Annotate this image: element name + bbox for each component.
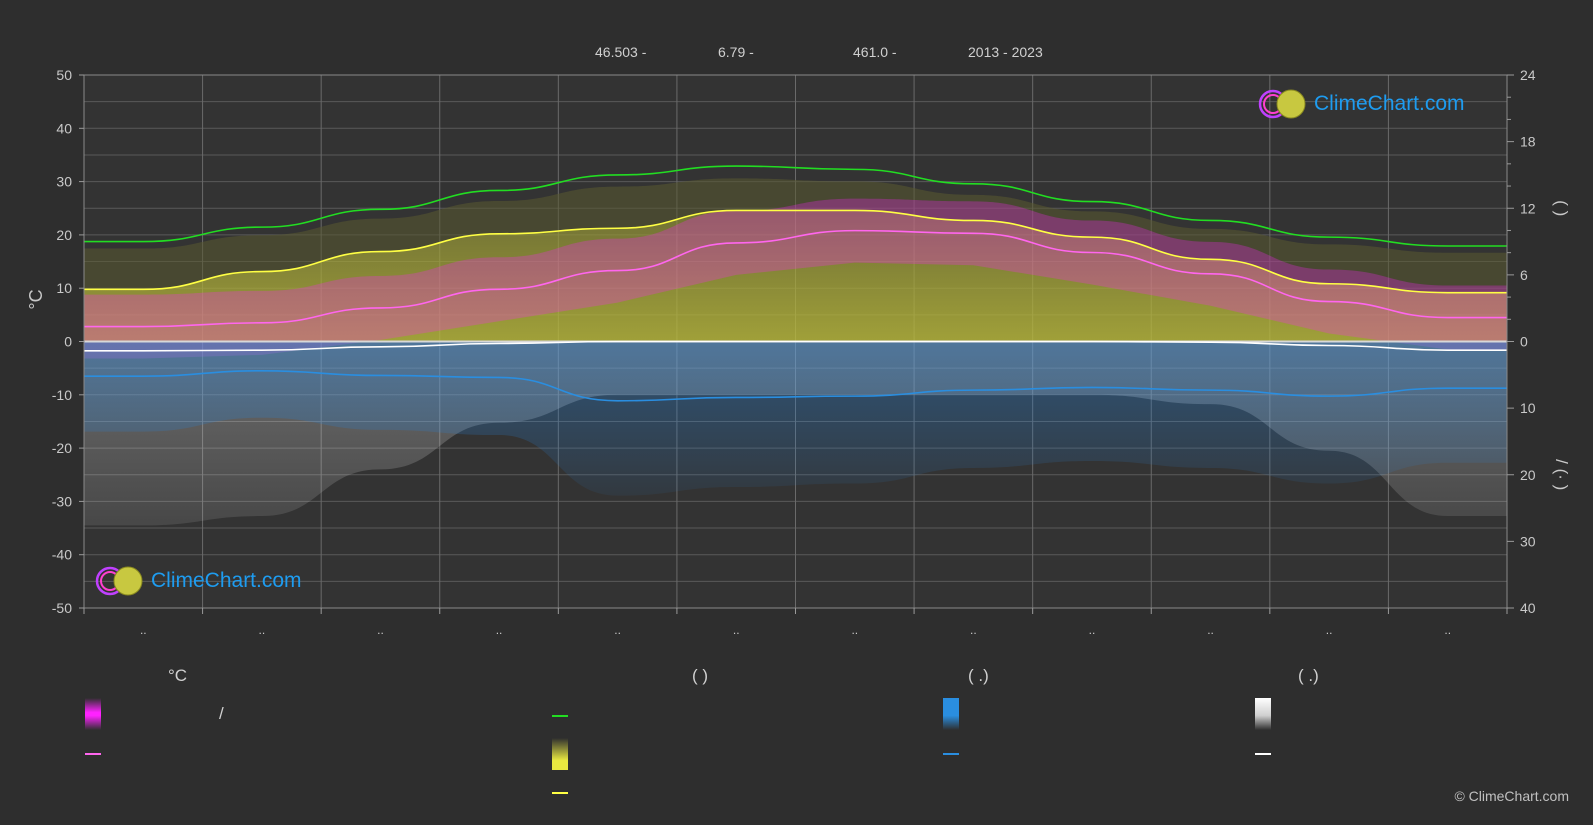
legend-swatch-daylight <box>552 715 568 717</box>
month-label: .. <box>1207 623 1214 637</box>
year-range-label: 2013 - 2023 <box>968 44 1043 60</box>
logo-top[interactable]: ClimeChart.com <box>1258 88 1465 120</box>
legend-swatch-mean-temp <box>85 753 101 755</box>
legend-title-rain: ( .) <box>968 666 989 685</box>
left-tick-label: 30 <box>56 174 72 190</box>
logo-text: ClimeChart.com <box>151 569 302 592</box>
month-label: .. <box>1089 623 1096 637</box>
climechart-logo-icon <box>95 565 145 597</box>
temperature-range-area <box>84 198 1507 359</box>
month-label: .. <box>1444 623 1451 637</box>
month-label: .. <box>377 623 384 637</box>
legend-swatch-temp-range <box>85 698 101 730</box>
left-tick-label: 50 <box>56 67 72 83</box>
month-label: .. <box>259 623 266 637</box>
month-label: .. <box>970 623 977 637</box>
left-tick-label: -50 <box>52 600 72 616</box>
right-axis-label-mm: / (· ) <box>1552 459 1571 490</box>
sunshine-line <box>83 209 1507 294</box>
month-label: .. <box>496 623 503 637</box>
climechart-logo-icon <box>1258 88 1308 120</box>
left-axis-label: °C <box>26 289 46 309</box>
legend-title-temperature: °C <box>168 666 188 685</box>
right-tick-label-hours: 6 <box>1520 267 1528 283</box>
logo-bottom[interactable]: ClimeChart.com <box>95 565 302 597</box>
logo-text: ClimeChart.com <box>1314 92 1465 115</box>
month-label: .. <box>614 623 621 637</box>
left-tick-label: -30 <box>52 493 72 509</box>
longitude-label: 6.79 - <box>718 44 754 60</box>
left-tick-label: -40 <box>52 547 72 563</box>
right-tick-label-mm: 20 <box>1520 467 1536 483</box>
legend-title-snow: ( .) <box>1298 666 1319 685</box>
left-tick-label: 40 <box>56 120 72 136</box>
month-label: .. <box>1326 623 1333 637</box>
elevation-label: 461.0 - <box>853 44 897 60</box>
left-tick-label: -10 <box>52 387 72 403</box>
legend-swatch-sunshine-line <box>552 792 568 794</box>
legend-swatch-snow-line <box>1255 753 1271 755</box>
month-label: .. <box>733 623 740 637</box>
right-tick-label-hours: 12 <box>1520 200 1536 216</box>
right-tick-label-hours: 24 <box>1520 67 1536 83</box>
daylight-line <box>84 165 1507 247</box>
right-tick-label-mm: 10 <box>1520 400 1536 416</box>
legend-swatch-sunshine <box>552 738 568 770</box>
snow-line <box>83 340 1507 352</box>
month-label: .. <box>851 623 858 637</box>
right-tick-label-hours: 0 <box>1520 334 1528 350</box>
latitude-label: 46.503 - <box>595 44 647 60</box>
right-axis-label-hours: ( ) <box>1552 200 1571 216</box>
left-tick-label: 10 <box>56 280 72 296</box>
legend-swatch-precip <box>943 698 959 730</box>
legend-swatch-snow <box>1255 698 1271 730</box>
legend-slash: / <box>219 704 224 723</box>
copyright: © ClimeChart.com <box>1454 788 1569 804</box>
precipitation-line <box>83 370 1507 402</box>
right-tick-label-mm: 30 <box>1520 533 1536 549</box>
left-tick-label: 0 <box>64 334 72 350</box>
legend-swatch-precip-line <box>943 753 959 755</box>
right-tick-label-hours: 18 <box>1520 134 1536 150</box>
left-tick-label: -20 <box>52 440 72 456</box>
legend-title-sun: ( ) <box>692 666 709 685</box>
precipitation-area <box>84 341 1507 496</box>
mean-temperature-line <box>83 229 1507 328</box>
right-tick-label-mm: 40 <box>1520 600 1536 616</box>
month-label: .. <box>140 623 147 637</box>
left-tick-label: 20 <box>56 227 72 243</box>
